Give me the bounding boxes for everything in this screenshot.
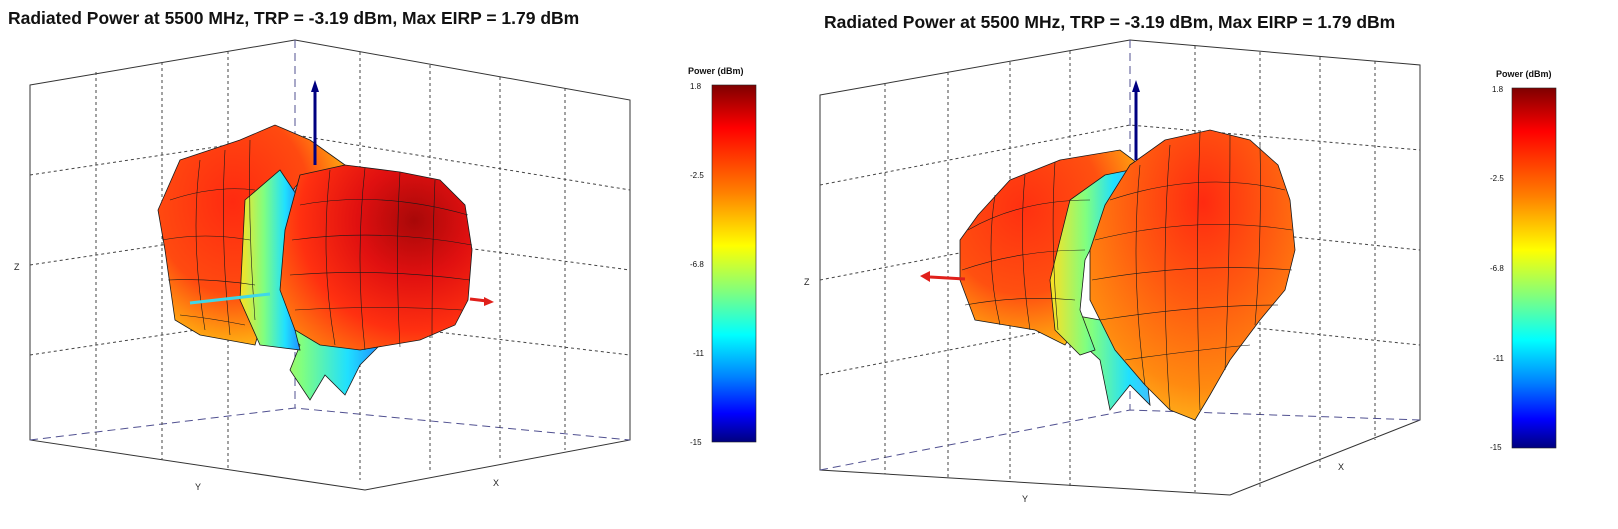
radiation-pattern-surface	[157, 124, 473, 401]
x-axis-label: X	[1338, 462, 1344, 472]
z-axis-label: Z	[804, 277, 810, 287]
chart-canvas: Z Y X Power (dBm) 1.8 -2.5 -6.	[804, 39, 1557, 504]
colorbar-tick: -2.5	[690, 171, 704, 180]
chart-panel-left: Radiated Power at 5500 MHz, TRP = -3.19 …	[0, 0, 800, 529]
chart-canvas: Z Y X Power (dBm) 1.8 -2.5	[14, 39, 757, 492]
y-axis-label: Y	[1022, 494, 1028, 504]
colorbar-tick: -6.8	[690, 260, 704, 269]
colorbar-tick: -6.8	[1490, 264, 1504, 273]
colorbar-tick: -11	[693, 349, 705, 358]
colorbar-title: Power (dBm)	[688, 66, 744, 76]
colorbar-gradient	[1511, 87, 1557, 449]
chart-title: Radiated Power at 5500 MHz, TRP = -3.19 …	[8, 8, 580, 28]
colorbar-tick: -11	[1493, 354, 1505, 363]
colorbar-tick: -2.5	[1490, 174, 1504, 183]
colorbar-tick: -15	[690, 438, 702, 447]
x-axis-label: X	[493, 478, 499, 488]
coordinate-arrows	[920, 80, 1140, 282]
colorbar-tick: -15	[1490, 443, 1502, 452]
z-arrow-head	[1132, 80, 1140, 92]
x-arrow-head	[484, 297, 494, 306]
chart-title: Radiated Power at 5500 MHz, TRP = -3.19 …	[824, 12, 1396, 32]
chart-panel-right: Radiated Power at 5500 MHz, TRP = -3.19 …	[800, 0, 1618, 529]
z-axis-label: Z	[14, 262, 20, 272]
colorbar-tick: 1.8	[690, 82, 702, 91]
radiation-pattern-surface	[959, 129, 1296, 421]
colorbar-gradient	[711, 84, 757, 443]
coordinate-arrows	[189, 80, 494, 306]
colorbar: Power (dBm) 1.8 -2.5 -6.8 -11 -15	[1490, 69, 1557, 452]
y-arrow	[189, 292, 271, 305]
z-arrow-head	[311, 80, 319, 92]
colorbar-title: Power (dBm)	[1496, 69, 1552, 79]
y-axis-label: Y	[195, 482, 201, 492]
x-arrow-head	[920, 271, 930, 282]
x-arrow	[929, 275, 966, 281]
colorbar: Power (dBm) 1.8 -2.5 -6.8 -11 -15	[688, 66, 757, 447]
colorbar-tick: 1.8	[1492, 85, 1504, 94]
